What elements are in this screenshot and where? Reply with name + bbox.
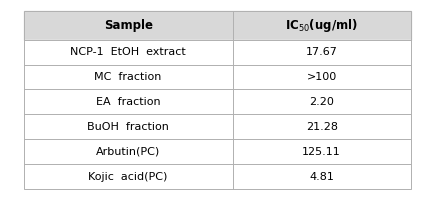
Bar: [24, 139, 411, 164]
Bar: [24, 114, 411, 139]
Text: Kojic  acid(PC): Kojic acid(PC): [89, 172, 168, 182]
Text: 21.28: 21.28: [306, 122, 338, 132]
Text: >100: >100: [307, 72, 337, 82]
Bar: [24, 11, 411, 40]
Text: IC$_{50}$(ug/ml): IC$_{50}$(ug/ml): [285, 17, 358, 34]
Bar: [24, 11, 411, 189]
Text: 2.20: 2.20: [309, 97, 334, 107]
Text: Arbutin(PC): Arbutin(PC): [96, 147, 160, 157]
Text: BuOH  fraction: BuOH fraction: [87, 122, 169, 132]
Text: NCP-1  EtOH  extract: NCP-1 EtOH extract: [70, 47, 186, 57]
Text: MC  fraction: MC fraction: [95, 72, 162, 82]
Text: 4.81: 4.81: [309, 172, 334, 182]
Bar: [24, 89, 411, 114]
Bar: [24, 65, 411, 89]
Bar: [24, 164, 411, 189]
Text: 125.11: 125.11: [302, 147, 341, 157]
Bar: [24, 40, 411, 65]
Text: 17.67: 17.67: [306, 47, 338, 57]
Text: Sample: Sample: [104, 19, 153, 32]
Text: EA  fraction: EA fraction: [96, 97, 160, 107]
